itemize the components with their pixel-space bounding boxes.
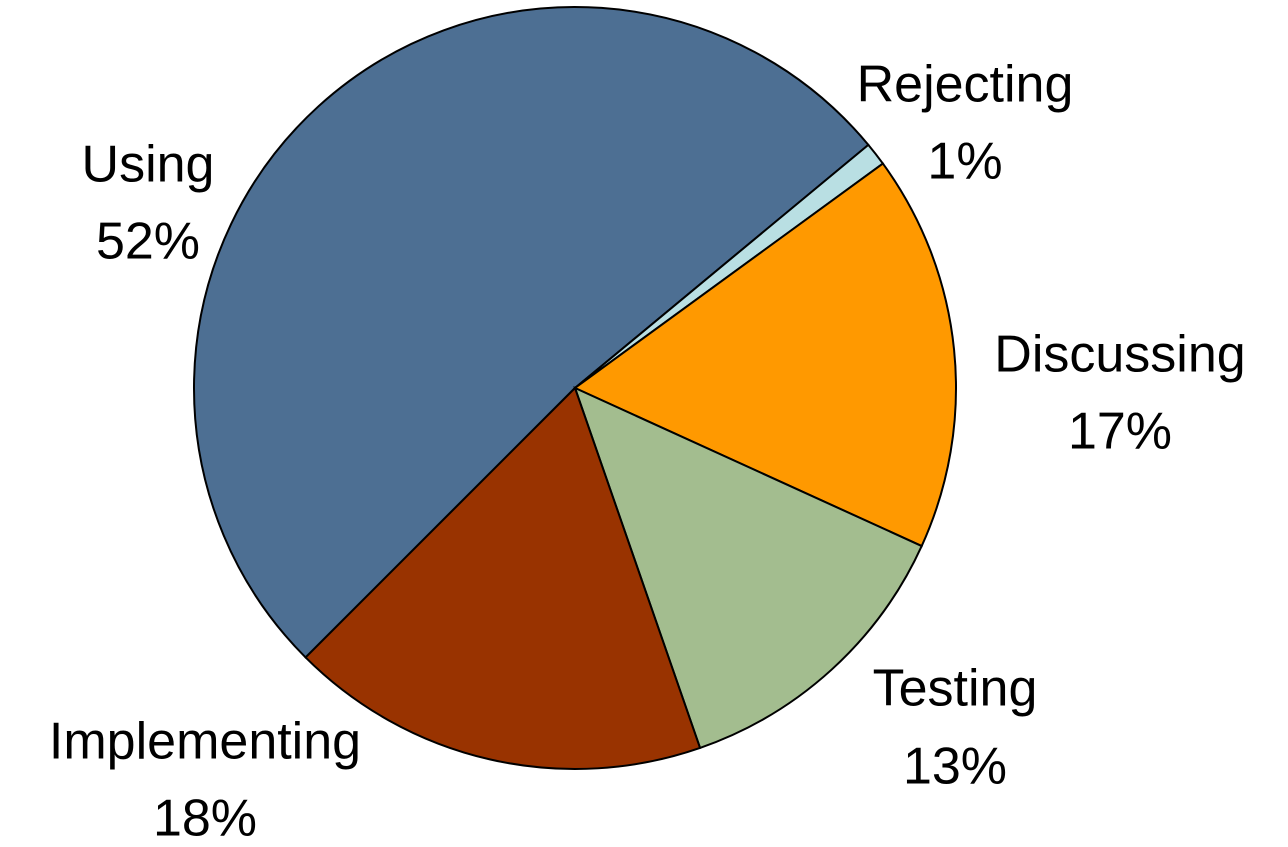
slice-label: Discussing xyxy=(994,326,1245,384)
pie-slice xyxy=(573,162,957,548)
slice-value-label: 52% xyxy=(96,213,200,271)
slice-value-label: 13% xyxy=(903,738,1007,796)
slice-label: Testing xyxy=(873,660,1038,718)
slice-value-label: 1% xyxy=(927,133,1002,191)
pie-slice xyxy=(304,386,702,770)
pie-slice xyxy=(573,386,924,750)
slice-label: Rejecting xyxy=(857,56,1074,114)
slice-value-label: 17% xyxy=(1068,403,1172,461)
slice-label: Using xyxy=(82,136,215,194)
slice-value-label: 18% xyxy=(153,790,257,847)
slice-label: Implementing xyxy=(49,713,361,771)
pie-slice xyxy=(193,6,870,659)
